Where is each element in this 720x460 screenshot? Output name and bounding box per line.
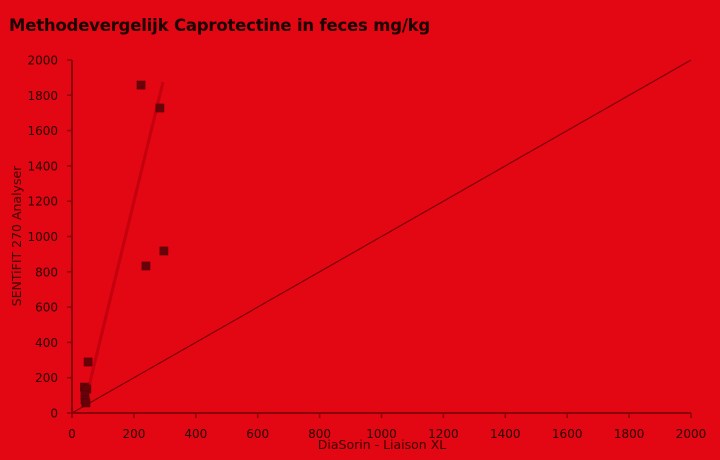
x-tick-label: 1200 <box>428 427 459 441</box>
x-tick-label: 1600 <box>552 427 583 441</box>
data-point <box>83 357 93 367</box>
y-tick-label: 400 <box>35 336 58 350</box>
data-point <box>141 261 151 271</box>
x-tick-label: 800 <box>308 427 331 441</box>
x-tick-label: 0 <box>68 427 76 441</box>
y-tick-label: 2000 <box>27 54 58 68</box>
data-markers <box>80 80 169 408</box>
x-tick-label: 1400 <box>490 427 521 441</box>
x-tick-label: 2000 <box>676 427 707 441</box>
chart-title: Methodevergelijk Caprotectine in feces m… <box>9 16 431 35</box>
x-tick-label: 1800 <box>614 427 645 441</box>
y-tick-label: 1400 <box>27 159 58 173</box>
x-tick-label: 400 <box>184 427 207 441</box>
identity-line <box>71 59 692 414</box>
x-axis-title: DiaSorin - Liaison XL <box>318 437 447 452</box>
data-point <box>136 80 146 90</box>
y-tick-label: 1000 <box>27 230 58 244</box>
y-tick-label: 800 <box>35 265 58 279</box>
data-point <box>155 103 165 113</box>
y-tick-label: 1800 <box>27 89 58 103</box>
y-tick-label: 1600 <box>27 124 58 138</box>
data-point <box>159 246 169 256</box>
y-tick-label: 200 <box>35 371 58 385</box>
x-tick-label: 1000 <box>366 427 397 441</box>
trendline <box>86 81 165 391</box>
x-tick-label: 600 <box>246 427 269 441</box>
x-tick-label: 200 <box>122 427 145 441</box>
y-axis-title: SENTiFIT 270 Analyser <box>9 165 24 306</box>
data-point <box>81 398 91 408</box>
chart-lines <box>71 59 692 414</box>
x-axis-ticks: 0 200 400 600 800 1000 1200 1400 1600 1800 2000 <box>68 413 706 441</box>
y-tick-label: 0 <box>50 407 58 421</box>
y-axis-ticks: 0 200 400 600 800 1000 1200 1400 1600 1800 2000 <box>27 54 72 421</box>
y-tick-label: 1200 <box>27 195 58 209</box>
y-tick-label: 600 <box>35 301 58 315</box>
